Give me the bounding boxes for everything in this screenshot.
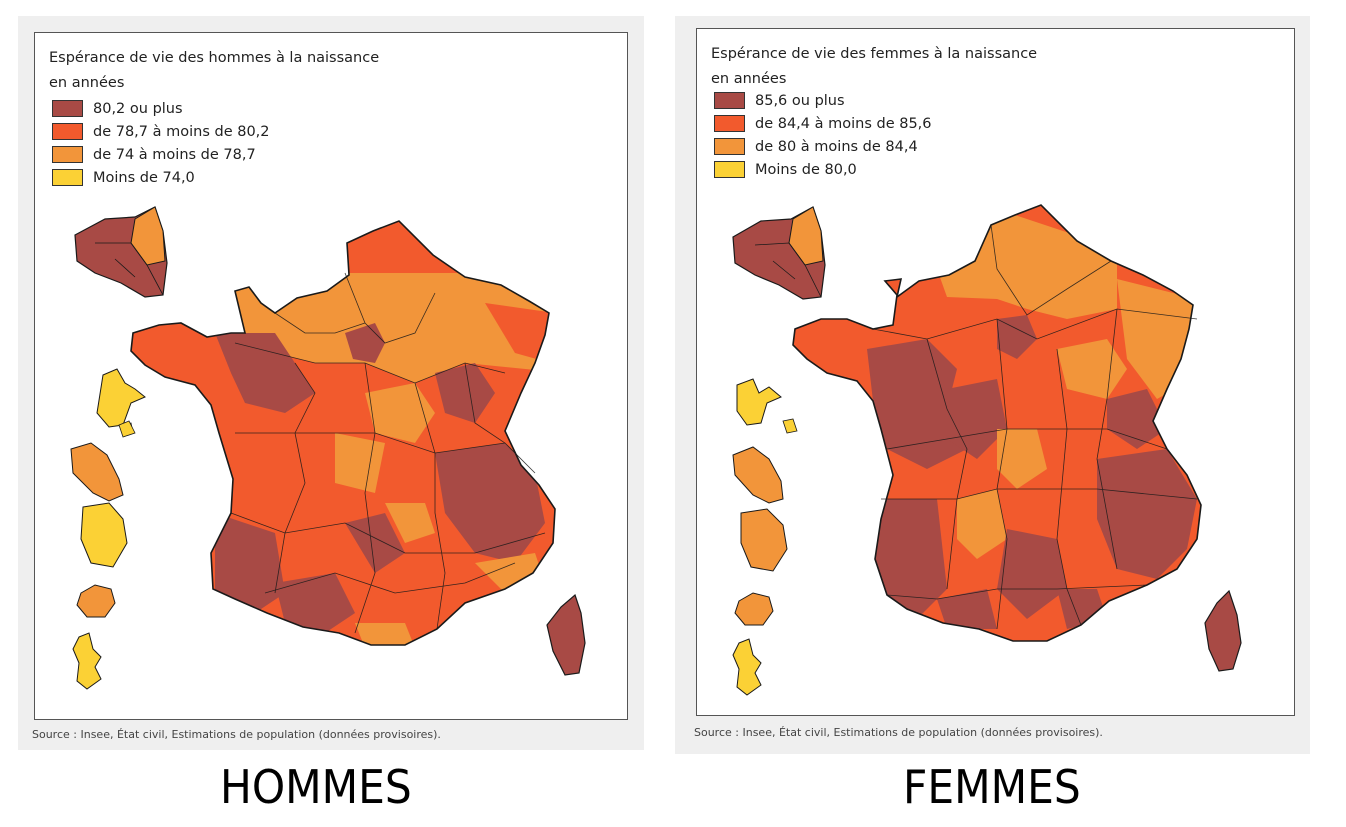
femmes-map-frame: Espérance de vie des femmes à la naissan… bbox=[696, 28, 1295, 716]
legend-swatch bbox=[52, 123, 83, 140]
legend-label: 85,6 ou plus bbox=[755, 92, 845, 109]
femmes-source-note: Source : Insee, État civil, Estimations … bbox=[694, 726, 1103, 739]
hommes-panel: Espérance de vie des hommes à la naissan… bbox=[18, 16, 644, 750]
legend-item: de 78,7 à moins de 80,2 bbox=[52, 120, 270, 143]
femmes-legend: 85,6 ou plus de 84,4 à moins de 85,6 de … bbox=[714, 89, 932, 181]
femmes-map-unit: en années bbox=[711, 71, 787, 87]
legend-label: de 78,7 à moins de 80,2 bbox=[93, 123, 270, 140]
legend-item: de 74 à moins de 78,7 bbox=[52, 143, 270, 166]
femmes-caption: FEMMES bbox=[903, 760, 1081, 814]
legend-swatch bbox=[52, 100, 83, 117]
legend-label: de 74 à moins de 78,7 bbox=[93, 146, 256, 163]
legend-swatch bbox=[52, 169, 83, 186]
legend-label: de 80 à moins de 84,4 bbox=[755, 138, 918, 155]
legend-swatch bbox=[714, 161, 745, 178]
legend-label: 80,2 ou plus bbox=[93, 100, 183, 117]
legend-label: Moins de 80,0 bbox=[755, 161, 857, 178]
legend-swatch bbox=[52, 146, 83, 163]
femmes-map-title: Espérance de vie des femmes à la naissan… bbox=[711, 46, 1038, 62]
hommes-source-note: Source : Insee, État civil, Estimations … bbox=[32, 728, 441, 741]
legend-item: 85,6 ou plus bbox=[714, 89, 932, 112]
femmes-panel: Espérance de vie des femmes à la naissan… bbox=[675, 16, 1310, 754]
legend-swatch bbox=[714, 138, 745, 155]
legend-item: de 80 à moins de 84,4 bbox=[714, 135, 932, 158]
legend-swatch bbox=[714, 92, 745, 109]
femmes-france-map bbox=[732, 204, 1242, 696]
legend-item: Moins de 80,0 bbox=[714, 158, 932, 181]
legend-swatch bbox=[714, 115, 745, 132]
legend-label: de 84,4 à moins de 85,6 bbox=[755, 115, 932, 132]
hommes-map-frame: Espérance de vie des hommes à la naissan… bbox=[34, 32, 628, 720]
hommes-map-unit: en années bbox=[49, 75, 125, 91]
hommes-caption: HOMMES bbox=[220, 760, 412, 814]
hommes-legend: 80,2 ou plus de 78,7 à moins de 80,2 de … bbox=[52, 97, 270, 189]
hommes-france-map bbox=[70, 206, 586, 690]
legend-label: Moins de 74,0 bbox=[93, 169, 195, 186]
legend-item: de 84,4 à moins de 85,6 bbox=[714, 112, 932, 135]
hommes-map-title: Espérance de vie des hommes à la naissan… bbox=[49, 50, 380, 66]
legend-item: Moins de 74,0 bbox=[52, 166, 270, 189]
legend-item: 80,2 ou plus bbox=[52, 97, 270, 120]
